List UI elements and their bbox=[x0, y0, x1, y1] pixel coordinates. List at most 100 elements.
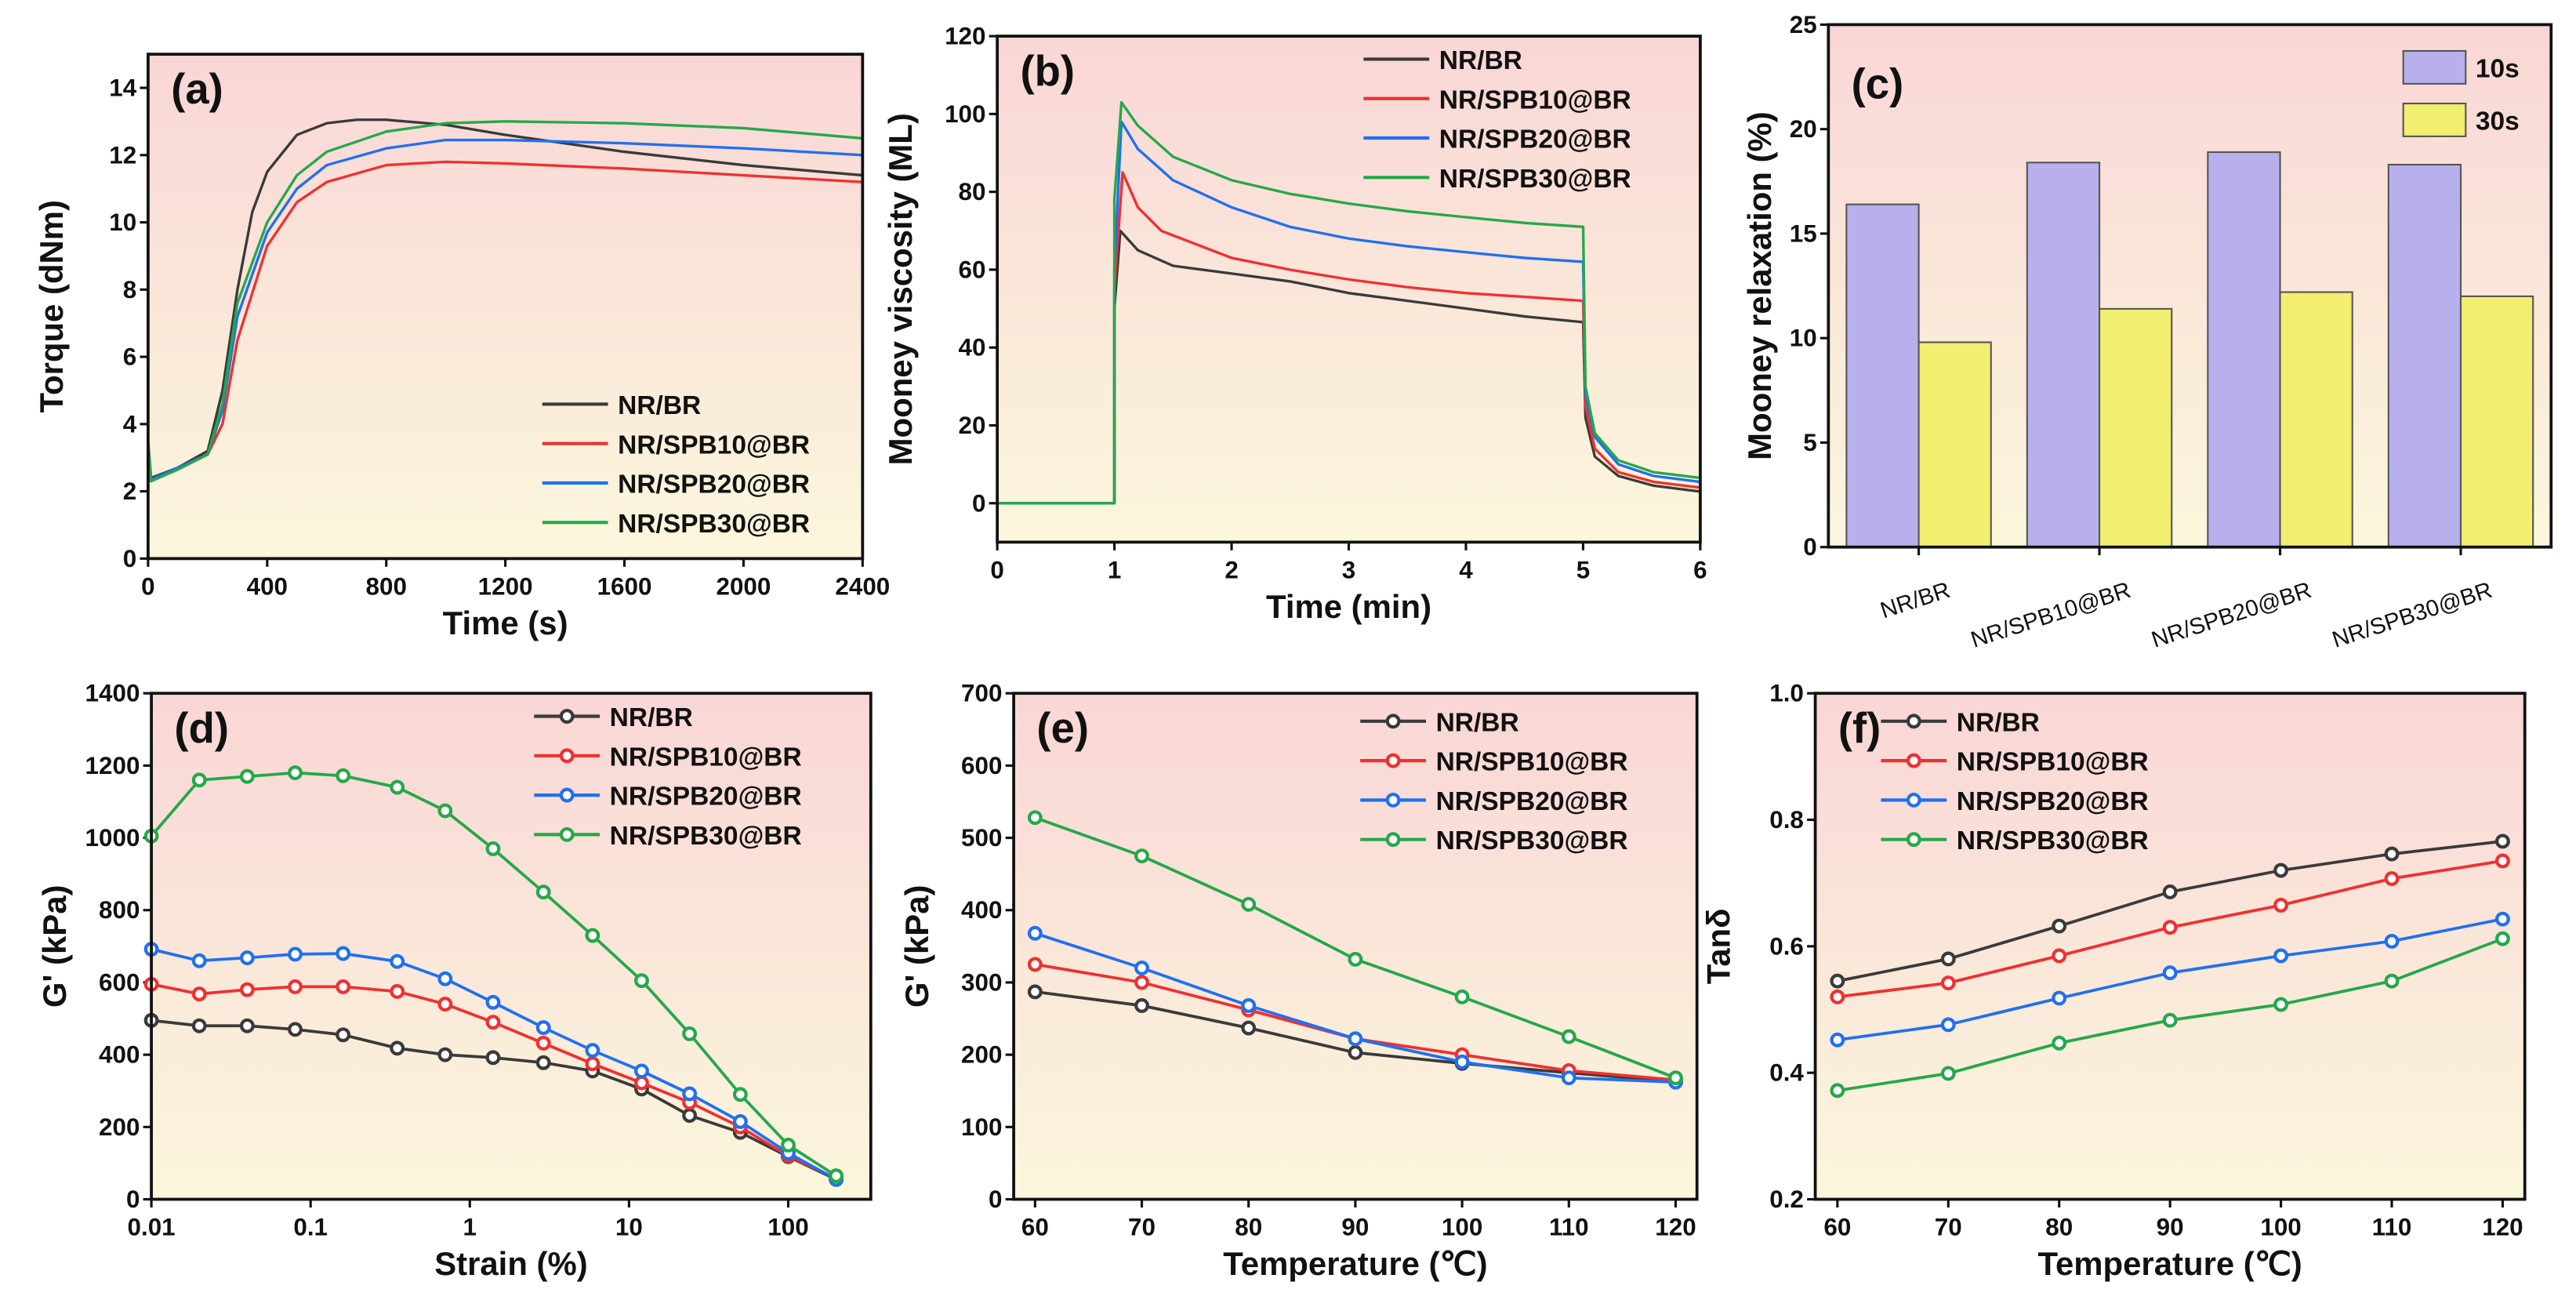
x-tick-label: 1 bbox=[463, 1214, 477, 1241]
legend-label: NR/SPB20@BR bbox=[1436, 787, 1628, 816]
data-point-NR/SPB20@BR bbox=[336, 946, 351, 961]
x-category-label: NR/SPB10@BR bbox=[1968, 577, 2134, 653]
x-tick-label: 400 bbox=[247, 572, 288, 600]
x-axis-label: Temperature (℃) bbox=[2038, 1245, 2302, 1282]
data-point-NR/SPB10@BR bbox=[2384, 871, 2400, 886]
legend-marker bbox=[1906, 792, 1921, 808]
data-point-NR/SPB30@BR bbox=[288, 765, 303, 781]
legend: NR/BR NR/SPB10@BR NR/SPB20@BR NR/SPB30@BR bbox=[1360, 708, 1628, 855]
legend-marker bbox=[1906, 714, 1921, 729]
data-point-NR/BR bbox=[336, 1027, 351, 1043]
series-line-NR/SPB30@BR bbox=[147, 120, 863, 483]
data-point-NR/SPB10@BR bbox=[1134, 975, 1149, 990]
series-line-NR/SPB20@BR bbox=[997, 120, 1701, 505]
plot-background bbox=[147, 54, 863, 559]
x-tick-label: 70 bbox=[1935, 1214, 1962, 1241]
data-point-NR/SPB10@BR bbox=[634, 1075, 649, 1091]
legend-label: 10s bbox=[2476, 54, 2520, 83]
x-tick-label: 1 bbox=[1108, 557, 1121, 584]
data-point-NR/BR bbox=[1940, 951, 1956, 967]
y-tick-label: 10 bbox=[1790, 325, 1817, 352]
data-point-NR/SPB30@BR bbox=[1241, 896, 1257, 912]
data-point-NR/SPB20@BR bbox=[1940, 1017, 1956, 1033]
y-tick-label: 0 bbox=[126, 1186, 140, 1213]
panel-label: (e) bbox=[1036, 704, 1089, 752]
legend-label: NR/SPB30@BR bbox=[618, 510, 810, 539]
legend-label: NR/BR bbox=[610, 703, 693, 732]
x-tick-label: 90 bbox=[1341, 1214, 1369, 1241]
data-point-NR/BR bbox=[1241, 1020, 1257, 1036]
data-point-NR/SPB20@BR bbox=[2162, 965, 2178, 981]
legend-marker bbox=[559, 787, 575, 803]
panel-label: (a) bbox=[171, 65, 223, 113]
data-point-NR/SPB10@BR bbox=[535, 1035, 551, 1051]
data-point-NR/BR bbox=[2273, 862, 2289, 878]
x-tick-label: 60 bbox=[1823, 1214, 1851, 1241]
legend-label: NR/SPB10@BR bbox=[618, 430, 810, 459]
legend-swatch-30s bbox=[2402, 102, 2467, 137]
y-tick-label: 8 bbox=[123, 276, 136, 303]
y-tick-label: 1200 bbox=[85, 752, 140, 779]
y-tick-label: 60 bbox=[959, 256, 986, 283]
x-tick-label: 90 bbox=[2157, 1214, 2184, 1241]
x-tick-label: 100 bbox=[767, 1214, 808, 1241]
legend-label: 30s bbox=[2476, 107, 2520, 136]
y-tick-label: 25 bbox=[1790, 11, 1817, 38]
data-point-NR/SPB30@BR bbox=[2052, 1035, 2067, 1051]
chart-panel-f: 0.2 0.4 0.6 0.8 1.0 60 70 80 90 100 110 120 Temperat… bbox=[1700, 680, 2527, 1282]
data-point-NR/SPB30@BR bbox=[2384, 973, 2400, 989]
y-tick-label: 0 bbox=[1803, 533, 1816, 561]
data-point-NR/SPB20@BR bbox=[239, 950, 255, 966]
y-axis-label: Torque (dNm) bbox=[33, 200, 70, 412]
data-point-NR/BR bbox=[485, 1050, 501, 1066]
data-point-NR/SPB20@BR bbox=[585, 1043, 600, 1059]
y-tick-label: 0.8 bbox=[1769, 806, 1804, 833]
x-tick-label: 800 bbox=[366, 572, 407, 600]
series-line-NR/BR bbox=[997, 229, 1701, 505]
y-tick-label: 600 bbox=[961, 752, 1002, 779]
y-axis-label: G' (kPa) bbox=[36, 885, 73, 1008]
data-point-NR/SPB20@BR bbox=[2052, 990, 2067, 1006]
legend-marker bbox=[559, 748, 575, 764]
data-point-NR/SPB30@BR bbox=[336, 768, 351, 783]
y-tick-label: 80 bbox=[959, 178, 986, 205]
data-point-NR/SPB30@BR bbox=[1134, 848, 1149, 864]
data-point-NR/SPB30@BR bbox=[1454, 989, 1470, 1004]
x-tick-label: 100 bbox=[2260, 1214, 2301, 1241]
data-point-NR/SPB30@BR bbox=[1348, 952, 1363, 967]
data-point-NR/SPB20@BR bbox=[1027, 925, 1043, 941]
legend: NR/BR NR/SPB10@BR NR/SPB20@BR NR/SPB30@BR bbox=[1881, 708, 2149, 855]
data-point-NR/SPB30@BR bbox=[682, 1026, 698, 1041]
data-point-NR/SPB10@BR bbox=[437, 997, 453, 1012]
y-axis-label: G' (kPa) bbox=[898, 885, 935, 1008]
legend-label: NR/BR bbox=[1957, 708, 2040, 737]
y-tick-label: 120 bbox=[945, 23, 985, 50]
bar-10s bbox=[2207, 151, 2281, 548]
data-point-NR/BR bbox=[1830, 973, 1845, 989]
legend-label: NR/SPB20@BR bbox=[1957, 787, 2149, 816]
data-point-NR/SPB30@BR bbox=[191, 772, 207, 788]
x-tick-label: 0.01 bbox=[128, 1214, 176, 1241]
data-point-NR/SPB10@BR bbox=[485, 1015, 501, 1030]
x-tick-label: 0.1 bbox=[293, 1214, 328, 1241]
x-axis-label: Strain (%) bbox=[434, 1245, 588, 1282]
data-point-NR/SPB20@BR bbox=[288, 946, 303, 962]
data-point-NR/SPB10@BR bbox=[1940, 975, 1956, 991]
legend-marker bbox=[559, 709, 575, 724]
x-tick-label: 3 bbox=[1342, 557, 1355, 584]
data-point-NR/BR bbox=[239, 1018, 255, 1033]
y-axis-label: Mooney relaxation (%) bbox=[1741, 111, 1778, 460]
legend-label: NR/SPB10@BR bbox=[610, 743, 802, 772]
legend-label: NR/SPB30@BR bbox=[1436, 826, 1628, 855]
legend-label: NR/BR bbox=[618, 391, 701, 420]
data-point-NR/SPB20@BR bbox=[485, 994, 501, 1010]
legend-swatch-10s bbox=[2402, 49, 2467, 85]
data-point-NR/BR bbox=[1134, 998, 1149, 1013]
x-tick-label: 2000 bbox=[716, 572, 771, 600]
x-category-label: NR/BR bbox=[1878, 577, 1954, 624]
y-tick-label: 500 bbox=[961, 824, 1002, 852]
series-line-NR/SPB30@BR bbox=[997, 100, 1701, 505]
data-point-NR/SPB20@BR bbox=[634, 1063, 649, 1079]
legend-label: NR/BR bbox=[1436, 708, 1519, 737]
